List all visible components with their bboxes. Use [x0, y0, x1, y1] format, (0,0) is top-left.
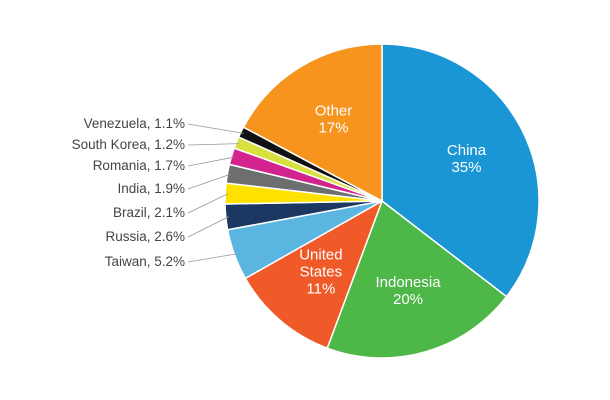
slice-label: India, 1.9% [117, 181, 185, 196]
category-label: Brazil [113, 205, 147, 220]
slice-label: Brazil, 2.1% [113, 205, 185, 220]
value-label: 11% [306, 281, 335, 298]
slice-label: Romania, 1.7% [93, 158, 185, 173]
value-label: , 1.9% [147, 181, 185, 196]
slice-label: Taiwan, 5.2% [105, 254, 185, 269]
value-label: 20% [393, 291, 423, 308]
leader-line [187, 193, 229, 214]
category-label: China [447, 142, 487, 159]
slice-label: United States 11% [299, 247, 342, 298]
leader-line [187, 123, 244, 134]
slice-label: China 35% [447, 142, 487, 176]
slice-label: Indonesia 20% [375, 274, 441, 308]
slice-label: Russia, 2.6% [105, 229, 185, 244]
slice-label: South Korea, 1.2% [72, 137, 185, 152]
leader-line [187, 216, 229, 238]
slice-label: Other 17% [315, 103, 353, 137]
pie-slice [326, 199, 508, 359]
category-label: Indonesia [375, 274, 441, 291]
leader-line [187, 173, 231, 190]
category-label: Venezuela [84, 116, 148, 131]
category-label: Other [315, 103, 353, 120]
pie-slice [244, 199, 384, 350]
value-label: , 1.2% [147, 137, 185, 152]
leader-line [187, 253, 238, 263]
leader-line [187, 143, 240, 146]
category-word: United [299, 247, 342, 264]
leader-line [187, 156, 235, 167]
value-label: , 2.6% [147, 229, 185, 244]
value-label: 17% [319, 120, 349, 137]
value-label: , 2.1% [147, 205, 185, 220]
pie-slice [381, 43, 540, 298]
value-label: , 1.7% [147, 158, 185, 173]
pie-slice [242, 43, 383, 203]
value-label: , 5.2% [147, 254, 185, 269]
category-label: United States [299, 247, 342, 281]
category-label: Russia [105, 229, 147, 244]
value-label: , 1.1% [147, 116, 185, 131]
category-label: Romania [93, 158, 148, 173]
category-word: States [300, 264, 343, 281]
category-label: South Korea [72, 137, 148, 152]
category-label: Taiwan [105, 254, 147, 269]
value-label: 35% [451, 159, 481, 176]
slice-label: Venezuela, 1.1% [84, 116, 185, 131]
category-label: India [117, 181, 147, 196]
